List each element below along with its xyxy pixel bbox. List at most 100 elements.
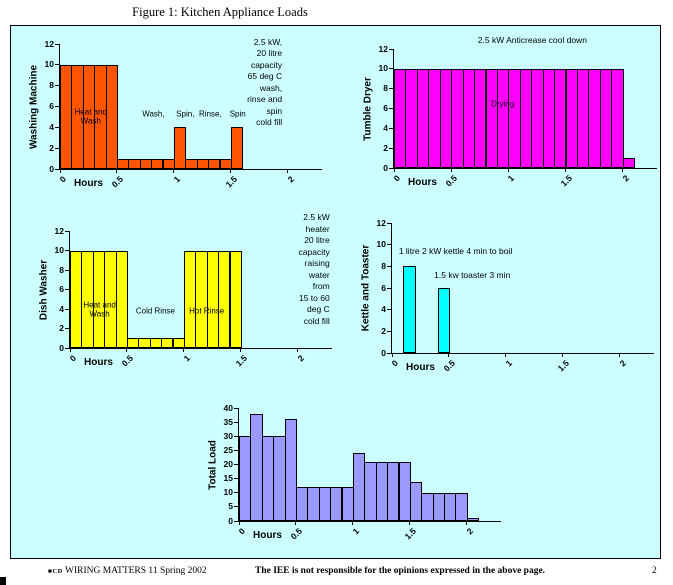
footer-publication-text: WIRING MATTERS 11 Spring 2002	[65, 566, 207, 576]
y-axis-tick	[65, 347, 69, 349]
x-axis-tick	[230, 169, 232, 173]
y-axis-tick	[387, 309, 391, 311]
y-tick-label: 0	[49, 163, 54, 174]
y-axis-title: Washing Machine	[28, 64, 40, 149]
y-tick-label: 2	[49, 142, 54, 153]
x-axis-title: Hours	[74, 178, 103, 189]
y-tick-label: 4	[59, 303, 64, 314]
y-axis-tick	[387, 287, 391, 289]
cd-logo-icon: ■CD	[48, 568, 63, 575]
y-axis-tick	[387, 244, 391, 246]
bar-label: Heat and Wash	[74, 107, 107, 126]
bar-label: Spin	[229, 109, 246, 119]
x-axis-tick	[448, 353, 450, 357]
x-axis-tick	[297, 348, 299, 352]
y-tick-label: 5	[228, 501, 233, 512]
y-axis-tick	[387, 330, 391, 332]
y-axis-tick	[65, 308, 69, 310]
x-tick-label: 2	[617, 358, 628, 369]
y-tick-label: 10	[378, 63, 388, 74]
y-tick-label: 10	[44, 59, 54, 70]
x-axis-tick	[507, 168, 509, 172]
y-tick-label: 8	[49, 80, 54, 91]
chart-annotation: 2.5 kW Anticrease cool down	[477, 35, 587, 46]
y-axis-tick	[65, 230, 69, 232]
y-axis-tick	[55, 85, 59, 87]
x-tick-label: 1.5	[223, 174, 239, 190]
x-tick-label: 1	[181, 353, 192, 364]
y-tick-label: 6	[59, 284, 64, 294]
y-axis-tick	[234, 520, 238, 522]
y-axis-tick	[234, 506, 238, 508]
x-axis-title: Hours	[253, 530, 282, 541]
x-axis-tick	[565, 168, 567, 172]
y-tick-label: 30	[223, 430, 233, 441]
tumble-dryer-chart: 0 2 4 6 8 10 12 0 0.5 1 1.5 2 Drying 2.5 kW Anticreas…	[363, 35, 657, 188]
x-axis-tick	[69, 348, 71, 352]
bar-segment	[105, 64, 118, 169]
y-axis-tick	[389, 88, 393, 90]
y-tick-label: 12	[54, 225, 64, 236]
y-tick-label: 6	[381, 282, 386, 293]
x-tick-label: 0	[67, 353, 79, 364]
y-axis-tick	[234, 449, 238, 451]
footer-disclaimer: The IEE is not responsible for the opini…	[255, 566, 546, 576]
x-axis-title: Hours	[406, 362, 435, 373]
y-axis-tick	[234, 478, 238, 480]
bar-segment	[622, 158, 636, 168]
y-tick-label: 35	[223, 416, 233, 427]
bar-label: Rinse,	[199, 109, 222, 119]
bar-segment	[173, 127, 187, 169]
x-tick-label: 0.5	[441, 358, 458, 374]
bar-label: Spin,	[176, 109, 195, 119]
y-tick-label: 0	[383, 162, 388, 173]
y-axis-tick	[55, 168, 59, 170]
x-axis-tick	[505, 353, 507, 357]
x-axis-tick	[562, 353, 564, 357]
y-axis-tick	[55, 43, 59, 45]
x-tick-label: 0.5	[288, 526, 305, 542]
y-tick-label: 0	[59, 342, 64, 353]
x-axis-title: Hours	[408, 177, 437, 188]
y-tick-label: 0	[228, 515, 233, 526]
x-axis-tick	[173, 169, 175, 173]
page-footer: ■CD WIRING MATTERS 11 Spring 2002 The IE…	[0, 566, 673, 582]
x-axis-tick	[287, 169, 289, 173]
y-axis-tick	[389, 108, 393, 109]
x-tick-label: 0.5	[443, 173, 460, 189]
y-tick-label: 8	[381, 260, 386, 271]
y-axis-tick	[234, 492, 238, 494]
chart-annotation: 2.5 kW heater 20 litre capacity raising …	[298, 212, 330, 326]
bar-segment	[437, 288, 450, 353]
y-axis-tick	[234, 464, 238, 465]
y-tick-label: 8	[383, 83, 388, 94]
y-tick-label: 4	[381, 304, 386, 315]
x-tick-label: 1	[505, 173, 517, 184]
y-axis-tick	[389, 147, 393, 149]
y-axis-tick	[387, 222, 391, 224]
y-tick-label: 25	[223, 444, 233, 455]
kettle-toaster-chart: 0 2 4 6 8 10 12 0 0.5 1 1.5 2 1 litre 2 kW kettle 4 …	[361, 218, 654, 373]
x-tick-label: 1.5	[555, 358, 571, 374]
x-tick-label: 0	[236, 526, 248, 537]
x-axis-title: Hours	[84, 357, 113, 368]
page-corner-mark	[0, 577, 6, 585]
y-tick-label: 20	[223, 459, 233, 469]
y-axis-title: Dish Washer	[38, 259, 50, 320]
y-axis-tick	[387, 352, 391, 354]
bar-label: Heat and Wash	[83, 300, 116, 319]
x-axis-tick	[183, 348, 185, 352]
y-tick-label: 10	[54, 245, 64, 255]
bar-segment	[230, 127, 244, 169]
chart-annotation: 1 litre 2 kW kettle 4 min to boil	[398, 245, 513, 256]
y-tick-label: 4	[383, 122, 388, 133]
y-axis-tick	[234, 435, 238, 437]
bar-label: Cold Rinse	[135, 306, 175, 316]
y-axis-title: Kettle and Toaster	[360, 244, 372, 332]
y-axis-tick	[65, 250, 69, 251]
x-tick-label: 1.5	[402, 526, 418, 542]
y-axis-tick	[65, 289, 69, 290]
figure-title: Figure 1: Kitchen Appliance Loads	[132, 5, 308, 19]
y-tick-label: 15	[223, 473, 233, 484]
